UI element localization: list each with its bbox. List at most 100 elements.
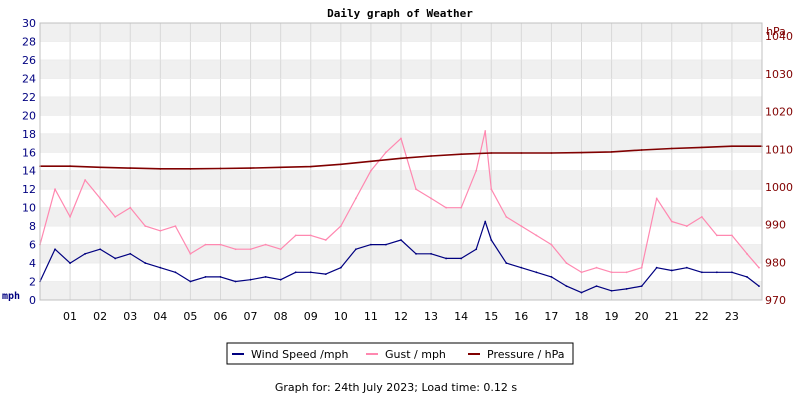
series-point (99, 248, 102, 251)
x-tick-label: 20 (635, 310, 649, 323)
series-point (490, 152, 493, 154)
series-point (700, 146, 703, 149)
series-point (174, 225, 177, 228)
series-point (385, 243, 387, 246)
x-tick-label: 07 (244, 310, 258, 323)
series-point (595, 266, 598, 269)
series-point (114, 257, 117, 260)
series-point (219, 167, 222, 170)
x-tick-label: 08 (274, 310, 288, 323)
x-tick-label: 23 (725, 310, 739, 323)
right-tick-label: 1010 (765, 143, 793, 156)
series-point (264, 243, 267, 246)
series-point (505, 262, 508, 264)
left-tick-label: 14 (22, 165, 36, 178)
series-line (39, 220, 760, 294)
series-point (69, 165, 71, 168)
series-point (460, 153, 463, 156)
series-point (731, 271, 733, 274)
left-tick-label: 6 (29, 239, 36, 252)
series-point (520, 225, 523, 228)
series-point (129, 206, 132, 209)
series-point (415, 188, 417, 191)
series-point (99, 197, 102, 200)
series-point (370, 169, 372, 172)
series-point (309, 271, 312, 274)
series-point (670, 147, 673, 150)
series-point (249, 278, 252, 281)
x-tick-label: 11 (364, 310, 378, 323)
series-point (114, 216, 117, 218)
left-axis-unit: mph (2, 291, 20, 302)
left-tick-label: 30 (22, 17, 36, 30)
series-point (535, 271, 538, 274)
series-point (279, 166, 282, 169)
x-axis: 01 02 03 04 05 06 07 08 09 10 11 12 13 14 15 16 17 18 19 20… (63, 310, 739, 323)
series-point (400, 157, 402, 160)
series-point (758, 266, 760, 269)
series-point (159, 167, 162, 170)
series-point (54, 188, 56, 191)
series-point (580, 151, 583, 154)
right-tick-label: 990 (765, 219, 786, 232)
series-point (746, 276, 748, 278)
series-point (294, 234, 297, 237)
series-point (84, 179, 87, 181)
series-point (670, 269, 673, 272)
series-point (294, 271, 297, 274)
series-point (535, 234, 538, 237)
series-point (219, 276, 222, 278)
series-point (370, 243, 372, 246)
series-point (430, 252, 432, 255)
left-tick-label: 2 (29, 276, 36, 289)
series-point (758, 285, 760, 288)
series-point (54, 248, 56, 251)
series-point (746, 252, 748, 255)
chart-title: Daily graph of Weather (327, 7, 473, 20)
series-point (460, 206, 463, 209)
series-point (430, 197, 432, 200)
series-point (385, 151, 387, 154)
series-point (309, 234, 312, 237)
legend: Wind Speed /mph Gust / mph Pressure / hPa (232, 348, 565, 361)
x-tick-label: 18 (574, 310, 588, 323)
right-axis-unit: hPa (766, 25, 786, 38)
series-point (354, 197, 357, 200)
footer-text: Graph for: 24th July 2023; Load time: 0.… (275, 381, 518, 394)
series-point (595, 285, 598, 288)
x-tick-label: 13 (424, 310, 438, 323)
series-point (339, 225, 342, 228)
series-point (685, 225, 688, 228)
left-tick-label: 18 (22, 128, 36, 141)
series-point (565, 285, 568, 288)
series-point (84, 252, 87, 255)
series-point (189, 252, 192, 255)
series-point (610, 271, 613, 274)
series-point (445, 206, 448, 209)
series-point (640, 285, 643, 288)
series-point (279, 278, 282, 281)
right-tick-label: 1030 (765, 68, 793, 81)
x-tick-label: 09 (304, 310, 318, 323)
series-point (520, 152, 523, 154)
series-point (204, 276, 207, 278)
series-point (144, 225, 147, 228)
series-point (550, 276, 553, 278)
series-point (339, 266, 342, 269)
series-point (490, 188, 493, 191)
left-tick-label: 20 (22, 109, 36, 122)
x-tick-label: 21 (665, 310, 679, 323)
right-tick-label: 1020 (765, 106, 793, 119)
x-tick-label: 14 (454, 310, 468, 323)
legend-box (226, 342, 574, 365)
left-tick-label: 16 (22, 146, 36, 159)
series-point (400, 137, 402, 140)
series-point (234, 280, 237, 283)
series-point (640, 266, 643, 269)
series-point (264, 276, 267, 278)
series-point (309, 165, 312, 168)
series-point (354, 248, 357, 251)
plot-grid (40, 22, 762, 301)
